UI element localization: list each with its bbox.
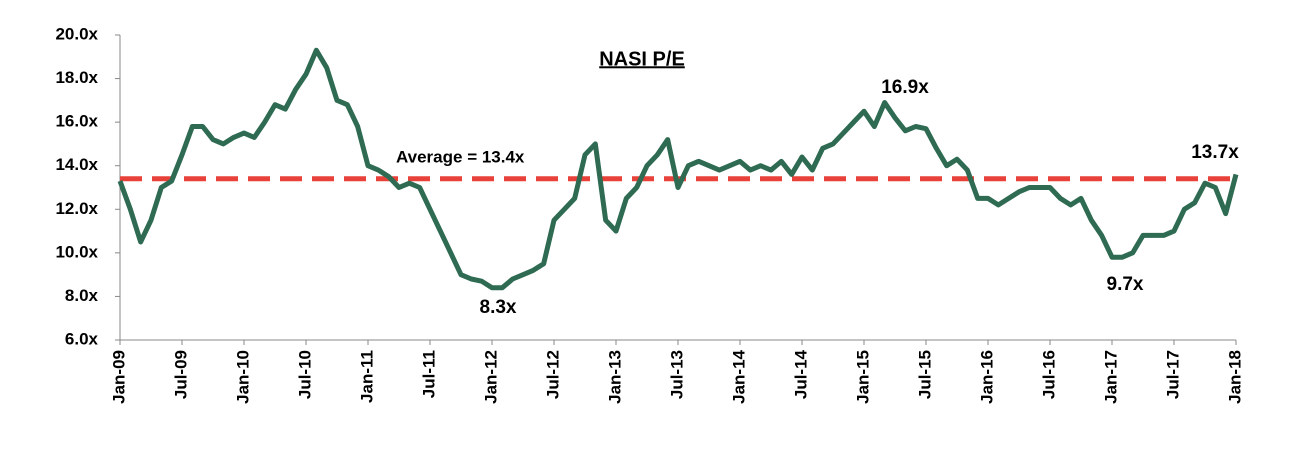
x-tick-label: Jan-11 <box>357 350 376 403</box>
y-tick-label: 20.0x <box>55 24 98 43</box>
annotation: 16.9x <box>881 77 929 98</box>
x-tick-label: Jan-10 <box>233 350 252 404</box>
chart-title: NASI P/E <box>599 48 685 70</box>
y-tick-label: 14.0x <box>55 155 98 174</box>
annotation: 9.7x <box>1107 274 1144 295</box>
x-tick-label: Jul-11 <box>419 350 438 398</box>
annotation: 13.7x <box>1191 142 1239 163</box>
x-tick-label: Jan-18 <box>1225 350 1244 404</box>
average-label: Average = 13.4x <box>396 147 525 166</box>
y-tick-label: 8.0x <box>65 286 99 305</box>
x-tick-label: Jul-17 <box>1163 350 1182 399</box>
line-series <box>117 47 1239 291</box>
x-tick-label: Jul-15 <box>915 350 934 399</box>
x-tick-label: Jan-12 <box>481 350 500 404</box>
x-tick-label: Jul-09 <box>171 350 190 399</box>
annotation: 8.3x <box>480 297 517 318</box>
y-tick-label: 12.0x <box>55 199 98 218</box>
x-tick-label: Jul-13 <box>667 350 686 399</box>
x-tick-label: Jan-13 <box>605 350 624 404</box>
y-tick-label: 10.0x <box>55 242 98 261</box>
y-tick-label: 16.0x <box>55 112 98 131</box>
x-tick-label: Jan-15 <box>853 350 872 404</box>
x-tick-label: Jul-12 <box>543 350 562 399</box>
x-tick-label: Jul-16 <box>1039 350 1058 399</box>
x-tick-label: Jul-10 <box>295 350 314 399</box>
y-tick-label: 6.0x <box>65 329 99 348</box>
x-tick-label: Jan-17 <box>1101 350 1120 404</box>
x-tick-label: Jul-14 <box>791 349 810 399</box>
x-tick-label: Jan-09 <box>109 350 128 404</box>
x-tick-label: Jan-14 <box>729 349 748 403</box>
x-tick-label: Jan-16 <box>977 350 996 404</box>
y-tick-label: 18.0x <box>55 68 98 87</box>
